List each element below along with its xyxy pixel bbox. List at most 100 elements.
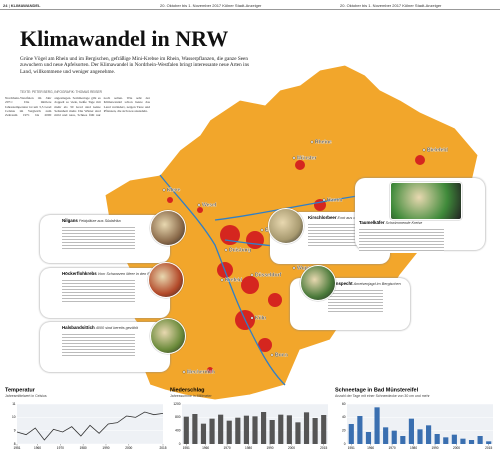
bar [261,412,267,444]
text-lines [62,332,135,358]
bar [209,418,215,444]
bar [312,418,318,444]
species-subtitle: Schwimmende Kreise [385,221,423,225]
x-tick-label: 2000 [125,446,132,450]
chart-subtitle: Jahressumme in Millimeter [170,394,212,398]
city-dot [197,203,201,207]
species-subtitle: Feldplätze aus Südafrika [78,219,121,223]
y-tick-label: 1200 [173,402,180,406]
bar [408,418,414,444]
bar [468,440,475,444]
bar [460,438,466,444]
y-tick-label: 40 [342,415,346,419]
y-tick-label: 60 [342,402,346,406]
y-tick-label: 400 [175,429,181,433]
x-tick-label: 1980 [245,446,252,450]
city-dot [182,370,186,374]
bar [252,416,258,444]
x-tick-label: 2015 [320,446,327,450]
x-tick-label: 2000 [288,446,295,450]
city-dot [292,156,296,160]
temperature-line [16,411,164,441]
bar [235,417,241,444]
x-tick-label: 1951 [348,446,355,450]
text-lines [359,227,445,253]
bar [400,436,406,444]
y-tick-label: 800 [175,415,181,419]
bar [426,425,432,444]
city-label: Bielefeld [427,147,448,153]
bar [226,420,232,444]
section-label: KLIMAWANDEL [10,3,41,8]
x-tick-label: 1970 [224,446,231,450]
credits: TEXTE: PETER BERG, INFOGRAFIK: THOMAS RE… [20,90,102,94]
y-tick-label: 9 [14,429,16,433]
city-label: Mechernich [187,369,215,375]
bar [357,416,363,444]
city-dot [220,278,224,282]
city-label: Düsseldorf [255,272,281,278]
city-label: Münster [297,155,317,161]
city-dot [292,266,296,270]
city-dot [270,353,274,357]
species-subtitle: 4000 sind bereits gezählt [95,326,138,330]
city-dot [250,316,254,320]
y-tick-label: 20 [342,429,346,433]
species-box: Nilgans Feldplätze aus Südafrika [40,215,170,263]
header-rule [0,9,500,10]
species-name: Taumelkäfer [359,220,385,225]
city-dot [310,140,314,144]
species-name: Höckerflohkrebs [62,271,97,276]
species-photo [148,262,184,298]
bar [183,416,189,444]
headline: Klimawandel in NRW [20,26,229,51]
city-label: Bonn [275,352,288,358]
y-tick-label: 8 [14,442,16,446]
species-name: Grünspecht [328,281,353,286]
y-tick-label: 11 [12,402,16,406]
city-dot [250,273,254,277]
species-name: Halsbandsittich [62,325,95,330]
x-tick-label: 1960 [34,446,41,450]
city-label: Duisburg [229,247,251,253]
bar [321,415,327,444]
city-dot [260,228,264,232]
bar [278,414,284,444]
chart-subtitle: Anzahl der Tage mit einer Schneedecke vo… [335,394,431,398]
species-subtitle: Vom Schwarzen Meer in den Rhein [97,272,158,276]
page-number-text: 24 [3,3,8,8]
x-tick-label: 1951 [13,446,20,450]
text-lines [308,222,363,248]
bar [477,436,483,444]
plot-background [17,404,163,444]
chart-title: Temperatur [5,387,36,393]
x-tick-label: 1980 [80,446,87,450]
species-name: Kirschlorbeer [308,215,337,220]
species-photo [150,318,186,354]
bar [383,427,389,444]
x-tick-label: 1990 [431,446,438,450]
bar [451,434,457,444]
x-tick-label: 1970 [57,446,64,450]
bar [391,430,397,444]
city-label: Köln [255,315,266,321]
header-date: 20. Oktober bis 1. November 2017 Kölner … [340,3,442,8]
city-label: Kleve [167,187,181,193]
city-label: Krefeld [225,277,242,283]
city-dot [162,188,166,192]
x-tick-label: 1990 [102,446,109,450]
bar [374,407,380,444]
bar [434,434,440,444]
species-photo [150,210,186,246]
text-lines [328,288,383,314]
body-text: Nordrhein-Westfalen im Jahr 2071: Die mi… [5,96,150,118]
text-lines [62,225,135,251]
bar [218,414,224,444]
species-photo [390,182,462,220]
species-photo [300,265,336,301]
bar [417,429,423,444]
bar [348,424,354,444]
x-tick-label: 1951 [183,446,190,450]
bar [243,415,249,444]
